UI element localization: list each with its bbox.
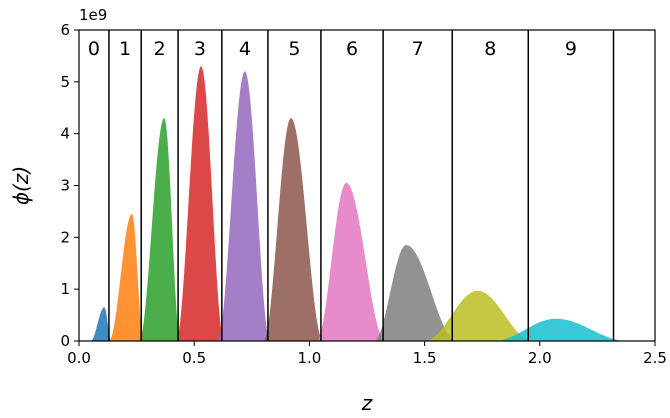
y-tick-label: 4: [60, 125, 70, 143]
x-tick-label: 1.5: [413, 349, 437, 367]
bin-label: 7: [412, 38, 424, 60]
bin-label: 1: [119, 38, 131, 60]
bin-label: 8: [484, 38, 496, 60]
area-bin-4: [217, 71, 271, 341]
y-tick-label: 5: [60, 73, 70, 91]
area-bin-2: [138, 118, 181, 342]
area-bin-8: [424, 290, 533, 341]
x-tick-label: 2.5: [643, 349, 667, 367]
y-offset-text: 1e9: [79, 6, 107, 24]
y-tick-label: 0: [60, 332, 70, 350]
y-axis-label: ϕ(z): [9, 166, 33, 205]
y-axis-ticks: 0 1 2 3 4 5 6: [60, 21, 79, 350]
x-tick-label: 2.0: [528, 349, 552, 367]
bin-label: 5: [288, 38, 300, 60]
area-bin-5: [263, 118, 324, 342]
bin-edge-lines: [108, 30, 615, 341]
y-tick-label: 3: [60, 177, 70, 195]
bin-label: 6: [346, 38, 358, 60]
bin-label: 3: [194, 38, 206, 60]
bin-label: 9: [565, 38, 577, 60]
area-bin-6: [316, 182, 386, 341]
bin-label: 0: [88, 38, 100, 60]
area-bin-0: [90, 307, 112, 341]
x-tick-label: 1.0: [297, 349, 321, 367]
bin-label: 2: [154, 38, 166, 60]
x-tick-label: 0.0: [67, 349, 91, 367]
x-axis-ticks: 0.0 0.5 1.0 1.5 2.0 2.5: [67, 341, 667, 367]
area-bin-1: [108, 214, 144, 341]
x-axis-label: z: [361, 391, 373, 415]
area-series-group: [90, 66, 628, 342]
bin-label: 4: [239, 38, 251, 60]
x-tick-label: 0.5: [182, 349, 206, 367]
y-tick-label: 2: [60, 228, 70, 246]
area-bin-9: [493, 318, 628, 341]
y-tick-label: 6: [60, 21, 70, 39]
area-bin-3: [175, 66, 225, 341]
area-bin-7: [373, 245, 457, 341]
y-tick-label: 1: [60, 280, 70, 298]
